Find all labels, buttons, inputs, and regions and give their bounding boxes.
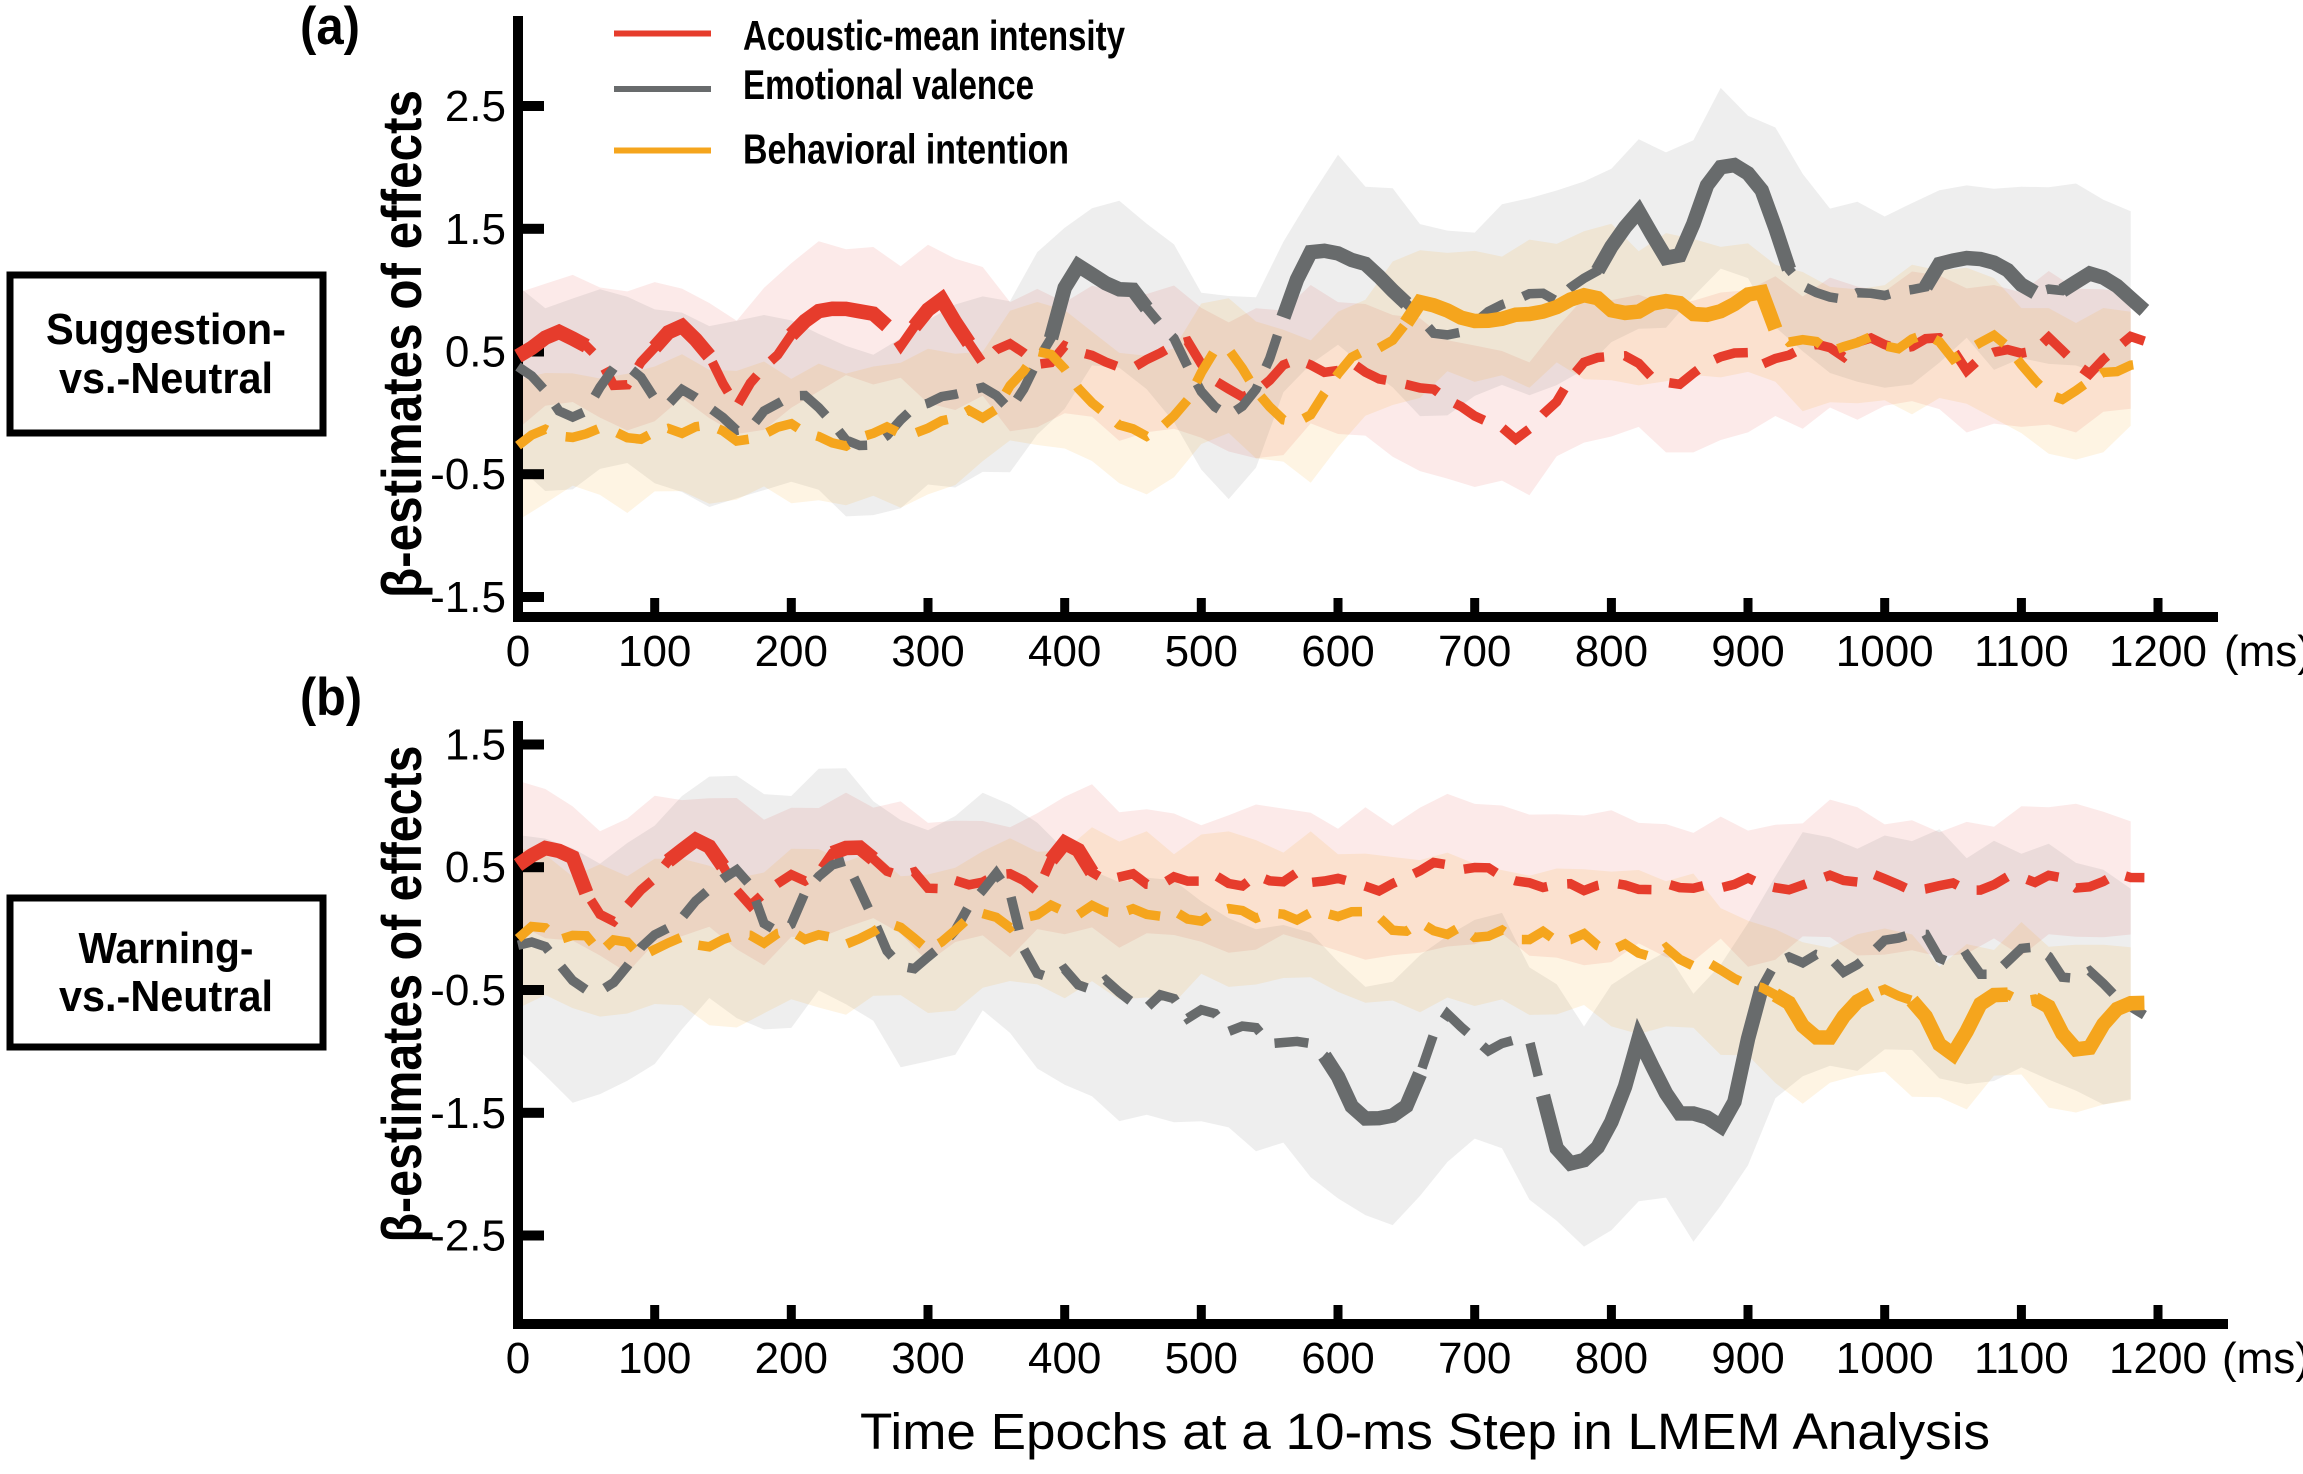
svg-text:vs.-Neutral: vs.-Neutral — [59, 354, 273, 403]
svg-text:2.5: 2.5 — [445, 82, 506, 131]
svg-text:Behavioral intention: Behavioral intention — [743, 126, 1069, 173]
svg-text:-0.5: -0.5 — [430, 966, 506, 1015]
svg-text:900: 900 — [1711, 1334, 1784, 1383]
svg-text:1200: 1200 — [2109, 1334, 2207, 1383]
svg-text:500: 500 — [1165, 1334, 1238, 1383]
svg-text:0.5: 0.5 — [445, 843, 506, 892]
svg-text:β-estimates of effects: β-estimates of effects — [370, 90, 433, 598]
svg-text:-1.5: -1.5 — [430, 1089, 506, 1138]
svg-text:700: 700 — [1438, 1334, 1511, 1383]
svg-text:800: 800 — [1575, 1334, 1648, 1383]
svg-text:(b): (b) — [300, 668, 362, 727]
svg-text:1000: 1000 — [1836, 1334, 1934, 1383]
svg-text:Acoustic-mean intensity: Acoustic-mean intensity — [743, 12, 1125, 59]
svg-text:1.5: 1.5 — [445, 721, 506, 770]
svg-text:1200: 1200 — [2109, 627, 2207, 676]
svg-text:100: 100 — [618, 627, 691, 676]
svg-text:Warning-: Warning- — [79, 924, 254, 973]
svg-text:0: 0 — [506, 627, 530, 676]
svg-text:600: 600 — [1301, 1334, 1374, 1383]
svg-text:1100: 1100 — [1974, 627, 2069, 676]
svg-text:700: 700 — [1438, 627, 1511, 676]
svg-text:800: 800 — [1575, 627, 1648, 676]
svg-text:600: 600 — [1301, 627, 1374, 676]
svg-text:1000: 1000 — [1836, 627, 1934, 676]
svg-text:Emotional valence: Emotional valence — [743, 61, 1034, 108]
svg-text:400: 400 — [1028, 627, 1101, 676]
svg-text:400: 400 — [1028, 1334, 1101, 1383]
svg-text:-2.5: -2.5 — [430, 1212, 506, 1261]
svg-text:β-estimates of effects: β-estimates of effects — [370, 746, 433, 1243]
svg-text:200: 200 — [755, 1334, 828, 1383]
svg-text:Suggestion-: Suggestion- — [46, 305, 286, 354]
svg-text:vs.-Neutral: vs.-Neutral — [59, 972, 273, 1021]
svg-text:0.5: 0.5 — [445, 328, 506, 377]
svg-text:500: 500 — [1165, 627, 1238, 676]
svg-text:300: 300 — [891, 627, 964, 676]
svg-text:-1.5: -1.5 — [430, 573, 506, 622]
svg-text:1.5: 1.5 — [445, 205, 506, 254]
svg-text:200: 200 — [755, 627, 828, 676]
svg-text:0: 0 — [506, 1334, 530, 1383]
svg-text:-0.5: -0.5 — [430, 450, 506, 499]
svg-text:1100: 1100 — [1974, 1334, 2069, 1383]
svg-text:300: 300 — [891, 1334, 964, 1383]
svg-text:(ms): (ms) — [2224, 627, 2303, 676]
svg-text:900: 900 — [1711, 627, 1784, 676]
svg-text:(a): (a) — [300, 0, 360, 56]
svg-text:100: 100 — [618, 1334, 691, 1383]
svg-text:(ms): (ms) — [2222, 1334, 2303, 1383]
svg-text:Time Epochs at a 10-ms Step in: Time Epochs at a 10-ms Step in LMEM Anal… — [860, 1403, 1990, 1460]
